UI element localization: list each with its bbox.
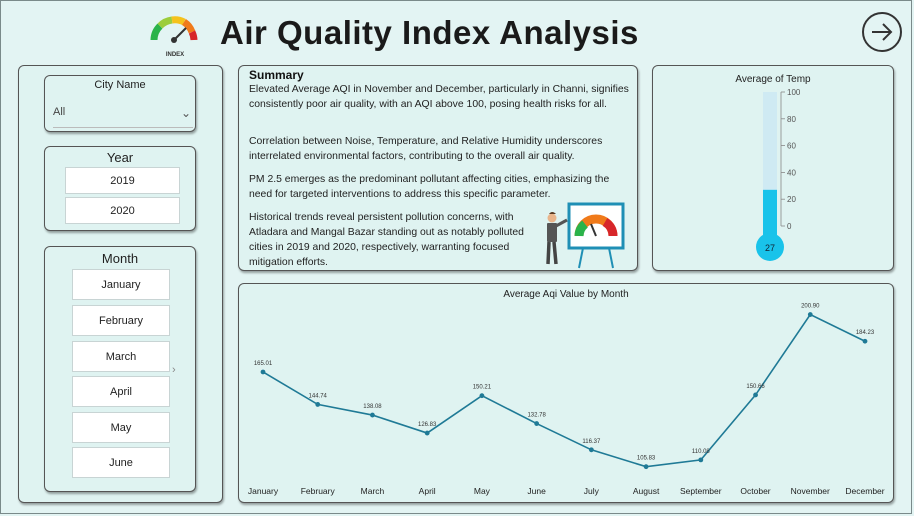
aqi-data-label: 138.08 [363, 404, 382, 410]
thermometer-tick-label: 0 [787, 222, 792, 231]
year-option-2019[interactable]: 2019 [65, 167, 180, 194]
aqi-data-point[interactable] [807, 312, 813, 317]
thermometer-tick-label: 40 [787, 168, 796, 177]
next-page-button[interactable] [862, 12, 902, 52]
city-dropdown[interactable]: All ⌄ [53, 106, 193, 128]
aqi-series-line [262, 313, 866, 468]
summary-panel: Summary Elevated Average AQI in November… [238, 65, 638, 271]
aqi-data-label: 150.66 [746, 384, 765, 390]
aqi-data-point[interactable] [424, 430, 430, 436]
aqi-data-point[interactable] [479, 393, 485, 399]
logo-text: INDEX [166, 52, 184, 58]
month-option-march[interactable]: March [72, 341, 170, 372]
summary-heading: Summary [249, 68, 304, 82]
thermometer-tick-label: 60 [787, 142, 796, 151]
thermometer-bulb [756, 233, 784, 261]
summary-paragraph-4: Historical trends reveal persistent poll… [249, 212, 524, 268]
aqi-month-tick-label: January [248, 486, 279, 496]
year-slicer: Year 2019 2020 [44, 146, 196, 231]
aqi-data-label: 144.74 [309, 393, 328, 399]
aqi-data-point[interactable] [534, 421, 540, 426]
aqi-month-tick-label: October [740, 486, 770, 496]
aqi-data-label: 200.90 [801, 304, 820, 310]
city-slicer-label: City Name [94, 79, 146, 91]
month-option-june[interactable]: June [72, 447, 170, 478]
aqi-month-tick-label: August [633, 486, 660, 496]
aqi-month-tick-label: June [527, 486, 546, 496]
aqi-data-label: 184.23 [856, 330, 875, 336]
aqi-data-point[interactable] [315, 402, 321, 407]
aqi-month-tick-label: December [845, 486, 884, 496]
aqi-data-label: 116.37 [582, 439, 601, 445]
summary-paragraph-2: Correlation between Noise, Temperature, … [249, 136, 603, 162]
city-dropdown-value: All [53, 106, 66, 118]
aqi-line-chart: 165.01 January 144.74 February 138.08 March 12… [248, 304, 885, 496]
aqi-data-label: 126.83 [418, 422, 437, 428]
aqi-data-label: 110.08 [692, 449, 711, 455]
aqi-data-label: 105.83 [637, 456, 656, 462]
aqi-data-point[interactable] [643, 464, 649, 470]
month-option-april[interactable]: April [72, 376, 170, 407]
thermometer-value-label: 27 [765, 243, 775, 253]
aqi-data-point[interactable] [260, 369, 266, 375]
aqi-month-tick-label: September [680, 486, 722, 496]
aqi-month-tick-label: July [584, 486, 600, 496]
month-slicer-label: Month [101, 251, 139, 266]
aqi-month-tick-label: February [301, 486, 336, 496]
aqi-month-tick-label: April [419, 486, 436, 496]
temperature-card: Average of Temp 27 0 20 40 60 80 100 [652, 65, 894, 271]
aqi-chart-title: Average Aqi Value by Month [503, 289, 629, 300]
thermometer-fill [763, 189, 777, 236]
aqi-data-label: 132.78 [527, 413, 546, 419]
year-option-2020[interactable]: 2020 [65, 197, 180, 224]
aqi-month-tick-label: March [361, 486, 385, 496]
aqi-data-label: 165.01 [254, 361, 273, 367]
chevron-right-icon[interactable]: › [172, 364, 176, 376]
aqi-by-month-chart-panel: Average Aqi Value by Month 165.01 January… [238, 283, 894, 503]
temperature-title: Average of Temp [735, 74, 811, 85]
summary-paragraph-1: Elevated Average AQI in November and Dec… [249, 84, 629, 110]
thermometer-tick-label: 100 [787, 88, 801, 97]
aqi-data-point[interactable] [370, 412, 375, 418]
aqi-data-point[interactable] [698, 457, 704, 463]
aqi-data-label: 150.21 [473, 385, 492, 391]
thermometer-tick-label: 20 [787, 195, 796, 204]
month-slicer: Month January February March April May J… [44, 246, 196, 492]
year-slicer-label: Year [106, 150, 134, 165]
aqi-data-point[interactable] [753, 392, 758, 398]
month-option-february[interactable]: February [72, 305, 170, 336]
arrow-right-icon [872, 23, 893, 41]
aqi-month-tick-label: May [474, 486, 491, 496]
month-option-may[interactable]: May [72, 412, 170, 443]
month-option-january[interactable]: January [72, 269, 170, 300]
aqi-month-tick-label: November [791, 486, 830, 496]
aqi-gauge-logo-icon: INDEX [150, 16, 198, 58]
thermometer-tick-label: 80 [787, 115, 796, 124]
thermometer-gauge: 27 0 20 40 60 80 100 [756, 88, 801, 261]
presenter-illustration [546, 202, 625, 269]
summary-paragraph-3: PM 2.5 emerges as the predominant pollut… [249, 174, 610, 200]
aqi-data-point[interactable] [862, 338, 868, 344]
aqi-data-point[interactable] [588, 447, 594, 453]
chevron-down-icon: ⌄ [180, 106, 191, 120]
page-title: Air Quality Index Analysis [220, 14, 639, 51]
city-slicer: City Name All ⌄ [44, 75, 196, 132]
